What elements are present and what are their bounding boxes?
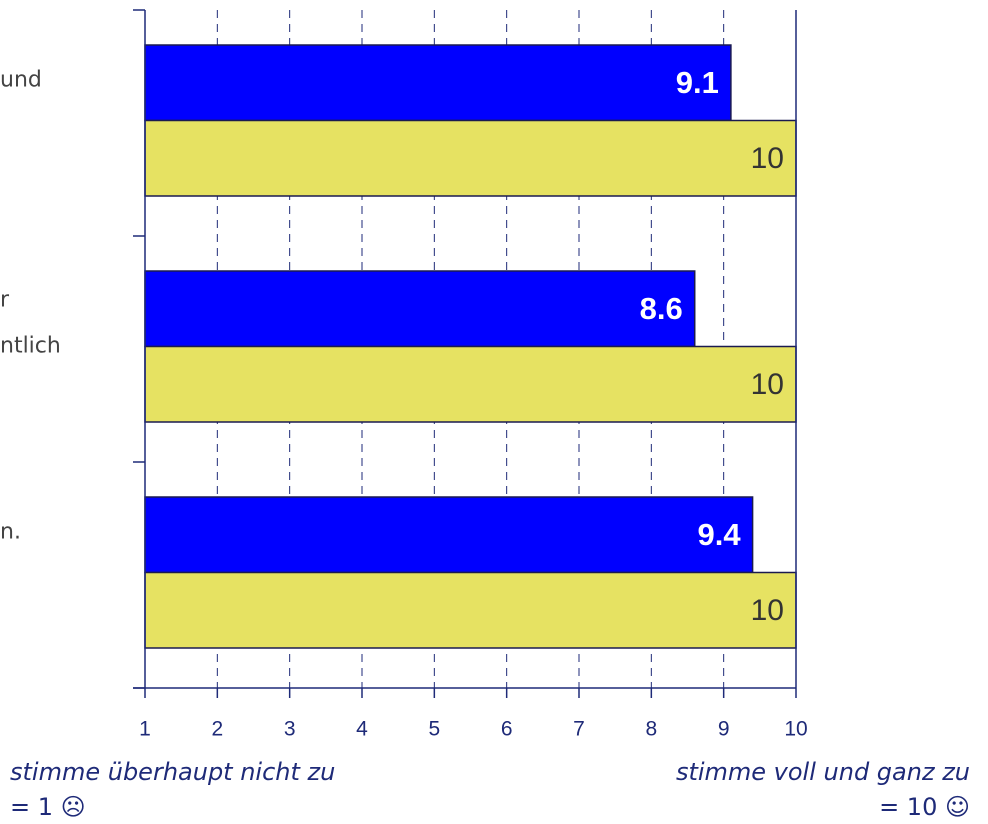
bar: [144, 270, 696, 348]
x-axis-label-left: stimme überhaupt nicht zu: [10, 758, 335, 786]
x-axis-label-right: stimme voll und ganz zu: [676, 758, 970, 786]
data-label: 10: [751, 142, 784, 175]
x-tick-label: 2: [211, 718, 223, 741]
bar: [144, 119, 797, 197]
data-label: 8.6: [640, 291, 683, 326]
x-tick-label: 9: [718, 718, 730, 741]
data-label: 10: [751, 594, 784, 627]
category-label: r: [0, 288, 10, 313]
x-tick-label: 4: [356, 718, 368, 741]
bar: [144, 496, 754, 574]
x-tick-label: 5: [428, 718, 440, 741]
x-tick-label: 8: [645, 718, 657, 741]
x-axis-label-left-value: = 1 ☹: [10, 793, 86, 821]
category-label: und: [0, 68, 42, 93]
bar: [144, 44, 732, 122]
data-label: 10: [751, 368, 784, 401]
x-axis-label-right-value: = 10 ☺: [879, 793, 970, 821]
x-tick-label: 1: [139, 718, 151, 741]
data-label: 9.1: [676, 65, 719, 100]
x-tick-label: 7: [573, 718, 585, 741]
category-label: ntlich: [0, 334, 61, 359]
x-tick-label: 6: [501, 718, 513, 741]
data-label: 9.4: [697, 517, 741, 552]
category-label: n.: [0, 520, 21, 545]
x-tick-label: 10: [784, 718, 807, 741]
x-tick-label: 3: [284, 718, 296, 741]
bar: [144, 345, 797, 423]
bar: [144, 571, 797, 649]
